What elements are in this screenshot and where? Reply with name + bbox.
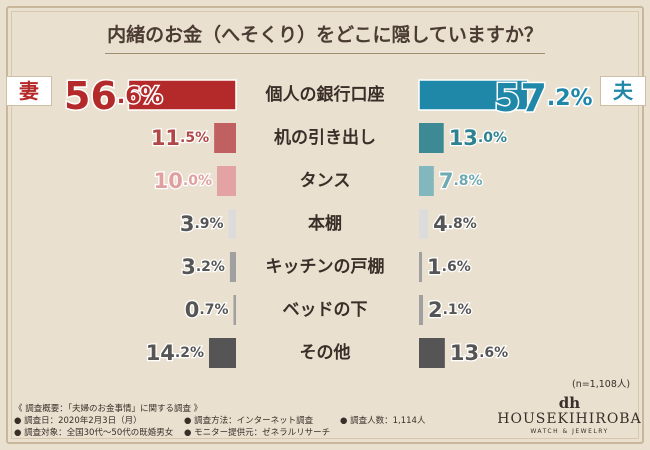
- wife-value-label-3: 3.9%: [180, 212, 224, 236]
- wife-label: 妻: [6, 76, 52, 106]
- inner-frame: [11, 11, 639, 439]
- husband-bar-1: [419, 123, 444, 153]
- logo-mark: dh: [558, 394, 581, 412]
- husband-bar-2: [419, 166, 434, 196]
- wife-bar-1: [214, 123, 236, 153]
- wife-bar-2: [217, 166, 236, 196]
- wife-value-label-0: 56.6%: [64, 74, 163, 118]
- logo-subtitle: WATCH & JEWELRY: [530, 428, 609, 435]
- survey-method: ● 調査方法：インターネット調査: [184, 416, 314, 426]
- survey-target: ● 調査対象：全国30代〜50代の既婚男女: [14, 428, 174, 438]
- husband-bar-5: [419, 295, 423, 325]
- chart-title: 内緒のお金（へそくり）をどこに隠していますか？: [107, 24, 543, 46]
- survey-date: ● 調査日：2020年2月3日（月）: [14, 416, 142, 426]
- title-underline: [105, 53, 545, 54]
- category-label-1: 机の引き出し: [274, 127, 376, 148]
- brand-logo: dh HOUSEKIHIROBA WATCH & JEWELRY: [497, 396, 642, 436]
- husband-value-label-5: 2.1%: [428, 298, 472, 322]
- survey-count: ● 調査人数：1,114人: [340, 416, 426, 426]
- category-label-6: その他: [300, 342, 351, 363]
- wife-bar-5: [233, 295, 236, 325]
- wife-value-label-5: 0.7%: [185, 298, 229, 322]
- wife-value-label-6: 14.2%: [146, 341, 204, 365]
- wife-value-label-2: 10.0%: [154, 169, 212, 193]
- category-label-0: 個人の銀行口座: [265, 84, 385, 105]
- wife-bar-0: [127, 79, 237, 111]
- wife-bar-4: [229, 252, 236, 282]
- outer-frame: [6, 6, 644, 444]
- category-label-2: タンス: [300, 171, 351, 191]
- wife-value-label-4: 3.2%: [181, 255, 225, 279]
- husband-value-label-6: 13.6%: [450, 341, 508, 365]
- wife-bar-6: [209, 338, 236, 368]
- husband-label: 夫: [600, 76, 646, 106]
- category-label-3: 本棚: [308, 213, 342, 234]
- survey-provider: ● モニター提供元：ゼネラルリサーチ: [184, 428, 331, 438]
- sample-size-note: (n=1,108人): [572, 379, 631, 390]
- husband-bar-6: [419, 338, 445, 368]
- husband-value-label-2: 7.8%: [439, 169, 483, 193]
- husband-value-label-3: 4.8%: [433, 212, 477, 236]
- survey-notes: 《 調査概要：「夫婦のお金事情」に関する調査 》 ● 調査日：2020年2月3日…: [14, 403, 425, 439]
- husband-value-label-1: 13.0%: [449, 126, 507, 150]
- category-label-4: キッチンの戸棚: [266, 256, 385, 277]
- husband-value-label-0: 57.2%: [494, 76, 593, 120]
- husband-bar-0: [418, 79, 529, 111]
- husband-bar-4: [419, 252, 423, 282]
- husband-value-label-4: 1.6%: [427, 255, 471, 279]
- wife-value-label-1: 11.5%: [151, 126, 209, 150]
- husband-bar-3: [419, 209, 429, 239]
- wife-bar-3: [228, 209, 236, 239]
- logo-name: HOUSEKIHIROBA: [497, 411, 642, 427]
- category-label-5: ベッドの下: [283, 300, 368, 320]
- survey-overview: 《 調査概要：「夫婦のお金事情」に関する調査 》: [14, 404, 203, 414]
